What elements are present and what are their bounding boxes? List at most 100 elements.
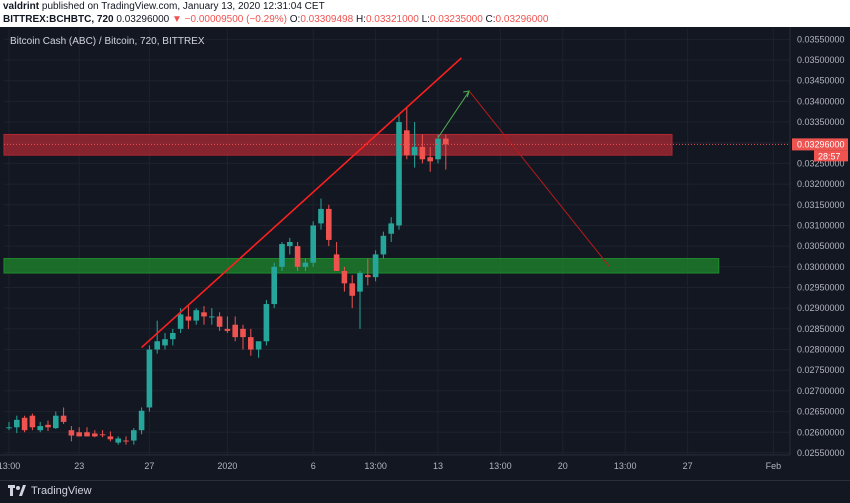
open-value: 0.03309498 xyxy=(300,14,354,25)
y-tick-label: 0.02800000 xyxy=(797,345,845,355)
candle-body xyxy=(435,138,441,160)
x-tick-label: 6 xyxy=(311,461,316,471)
last-price: 0.03296000 xyxy=(116,14,170,25)
x-tick-label: Feb xyxy=(766,461,782,471)
candle-body xyxy=(411,146,418,156)
y-tick-label: 0.03350000 xyxy=(797,117,845,127)
y-tick-label: 0.03100000 xyxy=(797,220,845,230)
candle-body xyxy=(404,130,410,156)
countdown-tag xyxy=(814,150,848,162)
candle-body xyxy=(380,235,387,255)
candle-body xyxy=(240,328,246,338)
candle-body xyxy=(263,304,270,342)
x-tick-label: 13 xyxy=(433,461,443,471)
candle-body xyxy=(302,262,309,267)
candle-body xyxy=(248,337,254,350)
candle-body xyxy=(396,122,402,226)
candle-body xyxy=(372,254,379,278)
candle-body xyxy=(443,138,449,145)
low-label: L: xyxy=(421,14,430,25)
last-price-tag xyxy=(792,138,848,151)
close-value: 0.03296000 xyxy=(495,14,549,25)
candle-body xyxy=(37,426,43,431)
candle-body xyxy=(427,157,433,162)
author-name[interactable]: valdrint xyxy=(3,1,40,12)
open-label: O: xyxy=(289,14,301,25)
x-tick-label: 13:00 xyxy=(489,461,512,471)
x-tick-label: 27 xyxy=(144,461,154,471)
candle-body xyxy=(341,270,348,284)
y-tick-label: 0.02950000 xyxy=(797,282,845,292)
price-chart[interactable]: 0.02550000 0.02600000 0.02650000 0.02700000… xyxy=(0,27,850,480)
candle-body xyxy=(131,430,137,441)
symbol-header: BITTREX:BCHBTC, 720 0.03296000 ▼ −0.0000… xyxy=(0,13,850,27)
tradingview-icon xyxy=(8,485,26,496)
y-tick-label: 0.03250000 xyxy=(797,158,845,168)
candle-body xyxy=(177,314,184,329)
candle-body xyxy=(53,415,59,429)
candle-body xyxy=(224,328,231,331)
x-tick-label: 27 xyxy=(683,461,693,471)
candle-body xyxy=(29,415,36,428)
candle-body xyxy=(170,332,176,340)
candle-body xyxy=(365,275,371,278)
projection-up-line xyxy=(437,90,470,139)
candle-body xyxy=(255,341,262,350)
projection-arrow-head xyxy=(463,90,470,98)
low-value: 0.03235000 xyxy=(429,14,483,25)
y-tick-label: 0.03150000 xyxy=(797,200,845,210)
candle-body xyxy=(201,312,207,317)
tradingview-logo[interactable]: TradingView xyxy=(8,485,92,497)
candle-body xyxy=(287,242,293,247)
y-tick-label: 0.03400000 xyxy=(797,96,845,106)
candle-body xyxy=(232,324,238,338)
x-tick-label: 13:00 xyxy=(0,461,20,471)
candle-body xyxy=(138,410,145,431)
candle-body xyxy=(318,208,324,224)
y-tick-label: 0.03550000 xyxy=(797,34,845,44)
trendline xyxy=(141,57,462,349)
candle-body xyxy=(123,440,129,442)
candle-body xyxy=(6,427,12,429)
support-zone xyxy=(3,258,720,274)
candle-body xyxy=(146,349,153,408)
y-tick-label: 0.03450000 xyxy=(797,76,845,86)
candle-body xyxy=(68,430,75,436)
candle-body xyxy=(388,223,394,234)
countdown-label: 28:57 xyxy=(818,151,841,161)
y-tick-label: 0.03200000 xyxy=(797,179,845,189)
y-tick-label: 0.02750000 xyxy=(797,365,845,375)
y-tick-label: 0.02600000 xyxy=(797,427,845,437)
candle-body xyxy=(185,316,192,321)
candle-body xyxy=(294,246,301,267)
x-tick-label: 2020 xyxy=(217,461,237,471)
y-tick-label: 0.02900000 xyxy=(797,303,845,313)
candle-body xyxy=(99,434,106,436)
candle-body xyxy=(162,339,168,346)
candle-body xyxy=(45,424,51,428)
x-tick-label: 13:00 xyxy=(364,461,387,471)
footer-bar: TradingView xyxy=(0,480,850,503)
symbol-label: BITTREX:BCHBTC, 720 xyxy=(3,14,114,25)
candle-body xyxy=(107,436,114,440)
close-label: C: xyxy=(485,14,496,25)
candle-body xyxy=(357,273,363,292)
candle-body xyxy=(310,225,316,263)
y-tick-label: 0.02850000 xyxy=(797,324,845,334)
candle-body xyxy=(115,438,121,443)
x-tick-label: 20 xyxy=(558,461,568,471)
candle-body xyxy=(419,146,426,160)
candle-body xyxy=(84,432,90,437)
candle-body xyxy=(209,316,215,318)
y-tick-label: 0.02650000 xyxy=(797,407,845,417)
publish-info: published on TradingView.com, January 13… xyxy=(41,1,325,12)
candle-body xyxy=(193,310,199,321)
last-price-tag-label: 0.03296000 xyxy=(797,139,845,149)
y-tick-label: 0.03050000 xyxy=(797,241,845,251)
y-tick-label: 0.02700000 xyxy=(797,386,845,396)
candle-body xyxy=(333,254,340,271)
high-value: 0.03321000 xyxy=(365,14,419,25)
candle-body xyxy=(279,244,285,267)
down-arrow-icon: ▼ xyxy=(171,14,182,25)
